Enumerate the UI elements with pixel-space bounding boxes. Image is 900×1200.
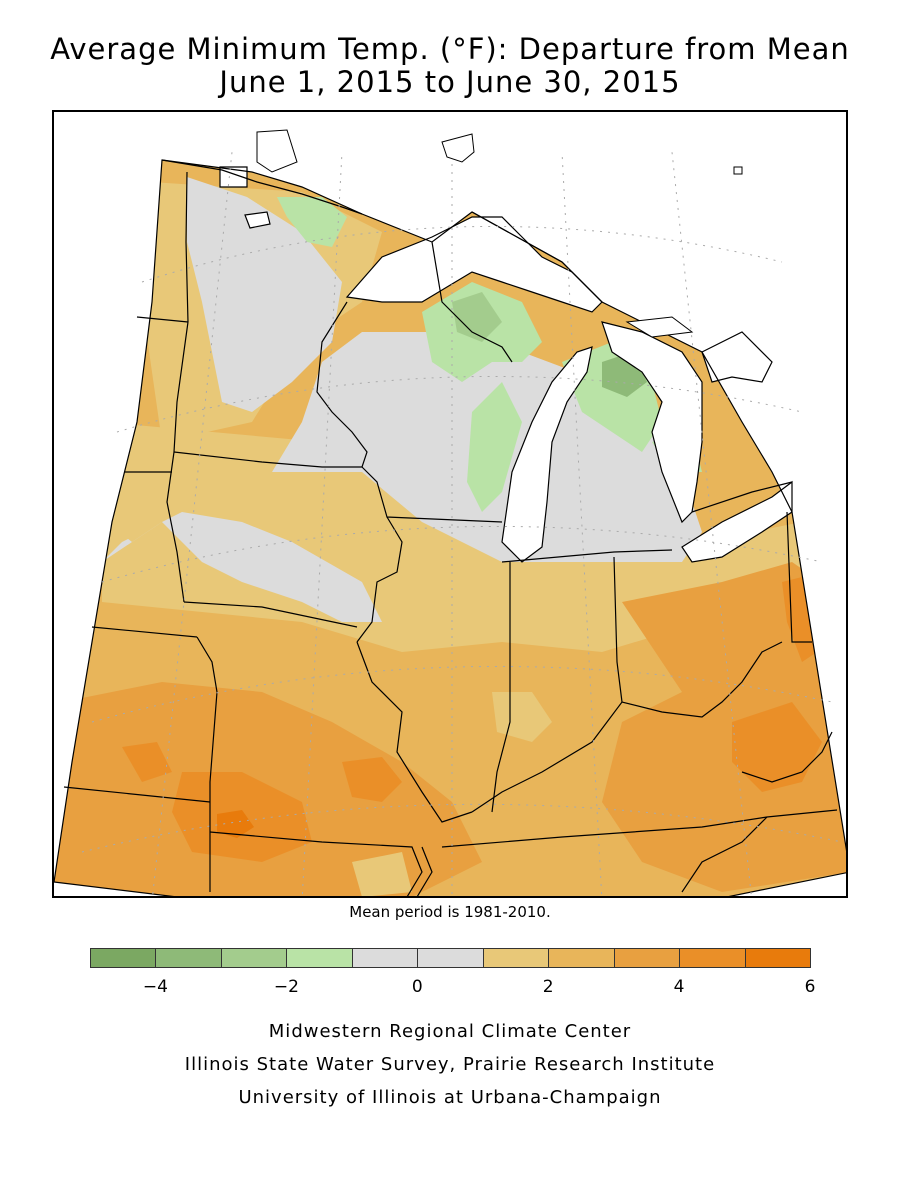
legend-tick-label: −4 (142, 977, 168, 997)
lake-huron (601, 321, 703, 524)
mo-ar-border (209, 831, 423, 896)
credit-line-1: Midwestern Regional Climate Center (268, 1021, 632, 1042)
legend-swatch (155, 948, 222, 968)
legend-swatch (90, 948, 157, 968)
ne-ks-border (91, 626, 198, 638)
map-title: Average Minimum Temp. (°F): Departure fr… (50, 32, 850, 66)
cool2-up (452, 292, 502, 342)
isle-royale (441, 133, 475, 163)
ky-wv-border (741, 731, 833, 783)
legend-tick-label: 4 (673, 977, 685, 997)
warm4-se-ohio (732, 702, 822, 792)
legend-swatch (548, 948, 615, 968)
neutral-west-edge (120, 407, 137, 432)
ky-tn-border (441, 809, 838, 848)
mn-iowa-border (173, 451, 362, 468)
mi-ontario (471, 211, 603, 303)
georgian-bay (701, 331, 773, 383)
legend-swatch (679, 948, 746, 968)
legend-tick-label: 2 (542, 977, 554, 997)
legend-swatch (482, 948, 550, 968)
neutral-west (102, 512, 382, 622)
cool-sw-michigan (467, 382, 522, 512)
legend-tick-label: 6 (804, 977, 816, 997)
mn-nd-border (185, 171, 189, 323)
legend-swatch (613, 948, 681, 968)
in-oh-border (613, 556, 623, 703)
great-lakes (219, 166, 793, 563)
lake-michigan (501, 346, 593, 563)
warm5-kansas (217, 810, 254, 838)
nd-sd-border (136, 316, 189, 323)
upper-red-lake (244, 211, 271, 229)
credit-line-2: Illinois State Water Survey, Prairie Res… (184, 1054, 716, 1075)
legend-swatch (417, 948, 484, 968)
ne-iowa-border (166, 451, 185, 603)
island-group-north (256, 129, 298, 173)
warm4-ky (122, 742, 172, 782)
graticule (81, 151, 843, 896)
legend-swatch (744, 948, 811, 968)
island-far-ne (733, 166, 743, 175)
color-legend (90, 948, 811, 970)
warm1-ne-plains (107, 477, 162, 542)
oh-pa-border (786, 511, 812, 643)
iowa-il-border (356, 516, 403, 643)
il-in-border (491, 562, 511, 813)
wi-iowa-il (361, 466, 503, 523)
legend-swatch (220, 948, 288, 968)
warm1-southern-il (492, 692, 552, 742)
canada-border (161, 159, 363, 215)
legend-tick-label: 0 (411, 977, 423, 997)
mean-period-note: Mean period is 1981-2010. (349, 903, 551, 921)
manitoulin (625, 316, 694, 338)
ontario-inner (691, 481, 793, 513)
legend-swatch (286, 948, 353, 968)
credit-line-3: University of Illinois at Urbana-Champai… (238, 1087, 662, 1108)
lake-superior (345, 216, 603, 313)
mn-sd-border (173, 321, 189, 453)
ms-river-south (416, 846, 433, 896)
mn-wi-border (316, 301, 368, 468)
ks-mo-border (196, 636, 218, 892)
va-ky (681, 816, 768, 893)
warm1-mo-south (352, 852, 412, 896)
cool-ne-minnesota (277, 197, 347, 247)
mo-il-border (356, 641, 473, 823)
mi-in-oh (501, 549, 673, 563)
ks-ok-border (63, 786, 211, 803)
state-borders (54, 159, 846, 896)
ohio-river (471, 641, 783, 813)
departure-map (52, 110, 848, 898)
legend-tick-label: −2 (273, 977, 299, 997)
map-date-range: June 1, 2015 to June 30, 2015 (219, 65, 681, 99)
warm4-sw-iowa-mo (342, 757, 402, 802)
mi-up-wi (431, 241, 513, 363)
legend-swatch (351, 948, 419, 968)
iowa-mo-border (183, 601, 358, 628)
islands (256, 129, 743, 338)
